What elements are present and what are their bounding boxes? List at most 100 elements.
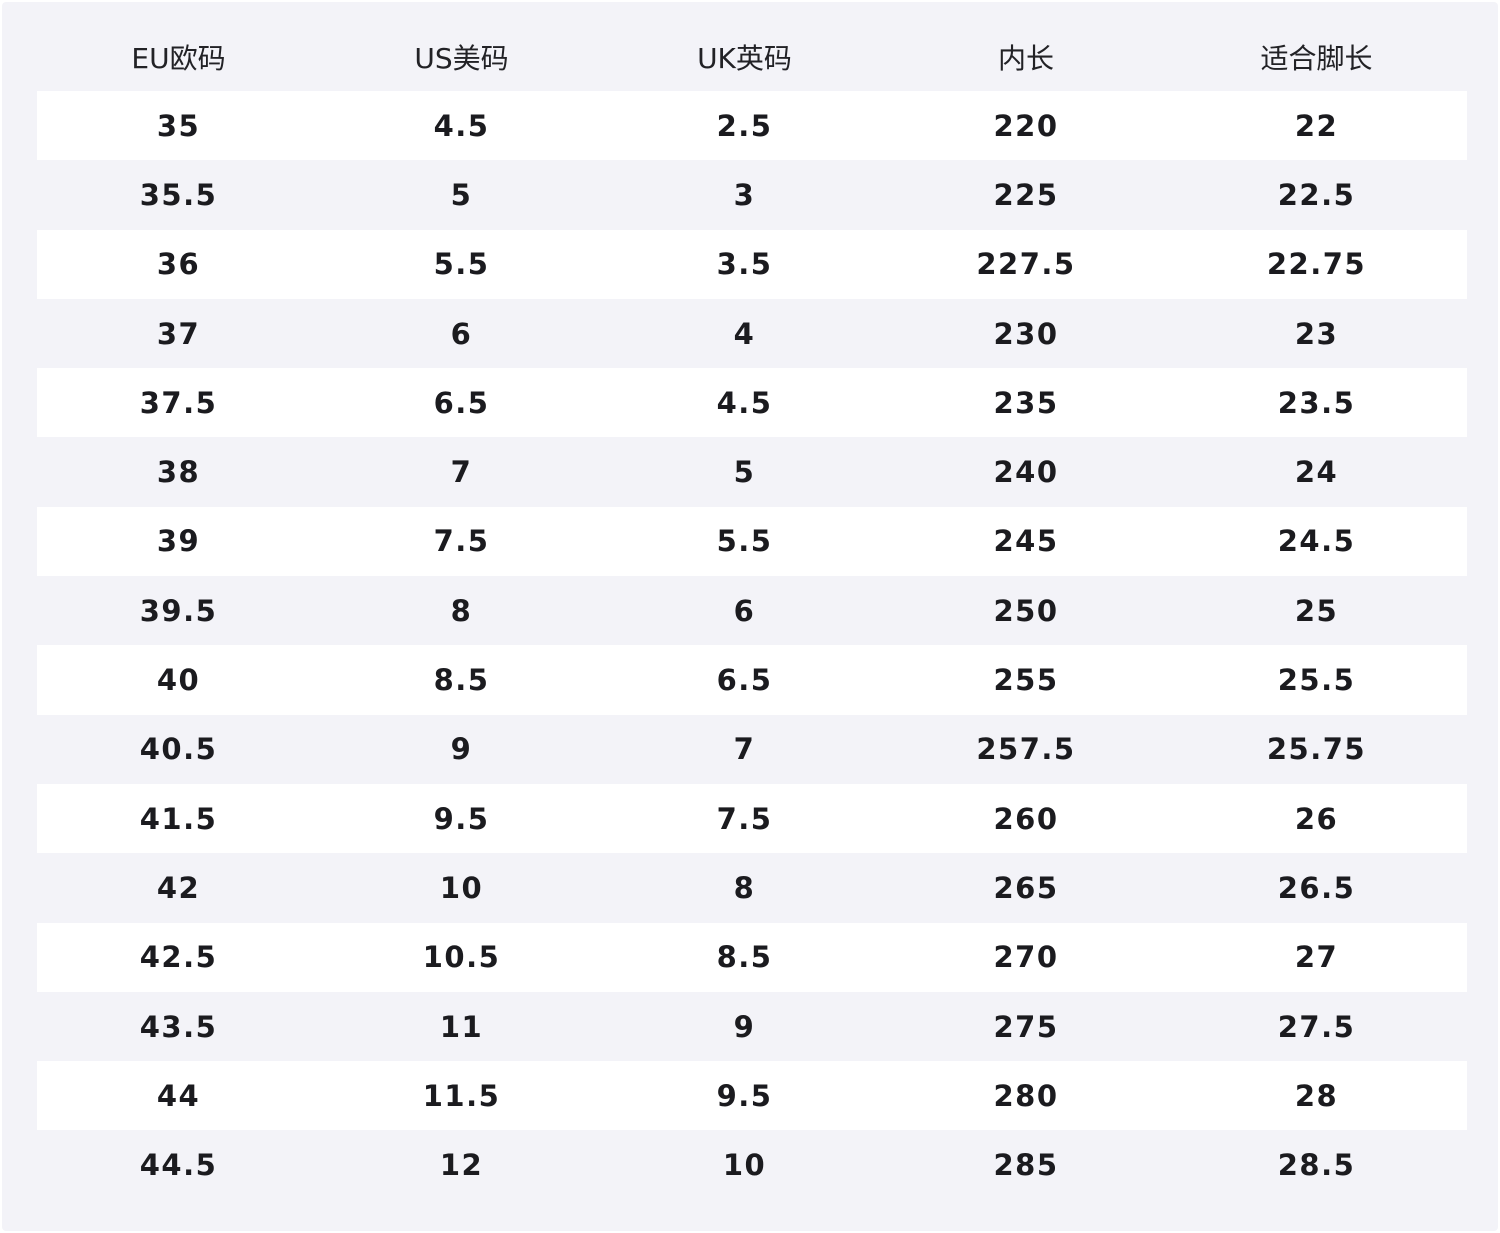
- us-size-cell: 9.5: [433, 801, 490, 836]
- uk-size-cell: 8.5: [716, 940, 773, 975]
- uk-size-cell: 3.5: [716, 247, 773, 282]
- table-row: 44 11.5 9.5 280 28: [37, 1061, 1467, 1131]
- eu-size-cell: 44.5: [139, 1148, 218, 1183]
- uk-size-cell: 2.5: [716, 108, 773, 143]
- uk-size-cell: 10: [722, 1148, 767, 1183]
- table-row: 39.5 8 6 250 25: [37, 576, 1467, 645]
- uk-size-cell: 4: [733, 316, 756, 351]
- foot-length-cell: 25.75: [1266, 732, 1367, 767]
- foot-length-cell: 23.5: [1277, 385, 1356, 420]
- eu-size-cell: 41.5: [139, 801, 218, 836]
- eu-size-cell: 39.5: [139, 593, 218, 628]
- uk-size-cell: 6: [733, 593, 756, 628]
- us-size-cell: 11.5: [422, 1078, 501, 1113]
- uk-size-cell: 9.5: [716, 1078, 773, 1113]
- us-size-cell: 8.5: [433, 663, 490, 698]
- uk-size-cell: 3: [733, 177, 756, 212]
- us-size-cell: 5: [450, 177, 473, 212]
- foot-length-cell: 22.75: [1266, 247, 1367, 282]
- size-chart-table: EU欧码 US美码 UK英码 内长 适合脚长 35 4.5 2.5 220 22 35.5…: [37, 22, 1467, 1200]
- eu-size-cell: 38: [156, 455, 201, 490]
- eu-size-cell: 44: [156, 1078, 201, 1113]
- inner-length-cell: 257.5: [976, 732, 1076, 767]
- table-row: 40.5 9 7 257.5 25.75: [37, 715, 1467, 784]
- us-size-cell: 7: [450, 455, 473, 490]
- uk-size-cell: 9: [733, 1009, 756, 1044]
- us-size-cell: 10: [439, 870, 484, 905]
- inner-length-cell: 270: [993, 940, 1059, 975]
- foot-length-cell: 28.5: [1277, 1148, 1356, 1183]
- header-uk-size: UK英码: [697, 41, 792, 75]
- uk-size-cell: 8: [733, 870, 756, 905]
- table-row: 35 4.5 2.5 220 22: [37, 91, 1467, 161]
- foot-length-cell: 26.5: [1277, 870, 1356, 905]
- table-row: 36 5.5 3.5 227.5 22.75: [37, 229, 1467, 299]
- foot-length-cell: 26: [1294, 801, 1339, 836]
- table-row: 38 7 5 240 24: [37, 437, 1467, 506]
- us-size-cell: 12: [439, 1148, 484, 1183]
- foot-length-cell: 24: [1294, 455, 1339, 490]
- us-size-cell: 6.5: [433, 385, 490, 420]
- us-size-cell: 9: [450, 732, 473, 767]
- table-row: 44.5 12 10 285 28.5: [37, 1130, 1467, 1199]
- uk-size-cell: 7.5: [716, 801, 773, 836]
- foot-length-cell: 23: [1294, 316, 1339, 351]
- inner-length-cell: 245: [993, 524, 1059, 559]
- header-eu-size: EU欧码: [131, 41, 226, 75]
- inner-length-cell: 265: [993, 870, 1059, 905]
- foot-length-cell: 25.5: [1277, 663, 1356, 698]
- table-row: 43.5 11 9 275 27.5: [37, 992, 1467, 1061]
- foot-length-cell: 28: [1294, 1078, 1339, 1113]
- us-size-cell: 8: [450, 593, 473, 628]
- header-foot-length: 适合脚长: [1260, 41, 1373, 75]
- uk-size-cell: 7: [733, 732, 756, 767]
- table-row: 42.5 10.5 8.5 270 27: [37, 922, 1467, 992]
- inner-length-cell: 240: [993, 455, 1059, 490]
- table-body: 35 4.5 2.5 220 22 35.5 5 3 225 22.5 36 5.5 3.5 227.5 2…: [37, 91, 1467, 1200]
- us-size-cell: 7.5: [433, 524, 490, 559]
- uk-size-cell: 6.5: [716, 663, 773, 698]
- inner-length-cell: 250: [993, 593, 1059, 628]
- header-inner-length: 内长: [997, 41, 1054, 75]
- eu-size-cell: 35: [156, 108, 201, 143]
- inner-length-cell: 230: [993, 316, 1059, 351]
- us-size-cell: 10.5: [422, 940, 501, 975]
- uk-size-cell: 5.5: [716, 524, 773, 559]
- table-row: 39 7.5 5.5 245 24.5: [37, 506, 1467, 577]
- foot-length-cell: 24.5: [1277, 524, 1356, 559]
- eu-size-cell: 37: [156, 316, 201, 351]
- uk-size-cell: 5: [733, 455, 756, 490]
- table-header-row: EU欧码 US美码 UK英码 内长 适合脚长: [37, 22, 1467, 91]
- inner-length-cell: 260: [993, 801, 1059, 836]
- inner-length-cell: 227.5: [976, 247, 1076, 282]
- table-row: 37.5 6.5 4.5 235 23.5: [37, 368, 1467, 438]
- table-row: 41.5 9.5 7.5 260 26: [37, 783, 1467, 854]
- us-size-cell: 4.5: [433, 108, 490, 143]
- table-row: 42 10 8 265 26.5: [37, 853, 1467, 922]
- us-size-cell: 6: [450, 316, 473, 351]
- inner-length-cell: 235: [993, 385, 1059, 420]
- inner-length-cell: 255: [993, 663, 1059, 698]
- inner-length-cell: 275: [993, 1009, 1059, 1044]
- inner-length-cell: 220: [993, 108, 1059, 143]
- header-us-size: US美码: [414, 41, 509, 75]
- eu-size-cell: 42: [156, 870, 201, 905]
- eu-size-cell: 42.5: [139, 940, 218, 975]
- eu-size-cell: 40.5: [139, 732, 218, 767]
- eu-size-cell: 37.5: [139, 385, 218, 420]
- inner-length-cell: 280: [993, 1078, 1059, 1113]
- us-size-cell: 11: [439, 1009, 484, 1044]
- us-size-cell: 5.5: [433, 247, 490, 282]
- eu-size-cell: 35.5: [139, 177, 218, 212]
- eu-size-cell: 39: [156, 524, 201, 559]
- foot-length-cell: 27.5: [1277, 1009, 1356, 1044]
- uk-size-cell: 4.5: [716, 385, 773, 420]
- table-row: 37 6 4 230 23: [37, 299, 1467, 368]
- table-row: 40 8.5 6.5 255 25.5: [37, 645, 1467, 715]
- foot-length-cell: 22.5: [1277, 177, 1356, 212]
- foot-length-cell: 25: [1294, 593, 1339, 628]
- eu-size-cell: 43.5: [139, 1009, 218, 1044]
- foot-length-cell: 27: [1294, 940, 1339, 975]
- inner-length-cell: 225: [993, 177, 1059, 212]
